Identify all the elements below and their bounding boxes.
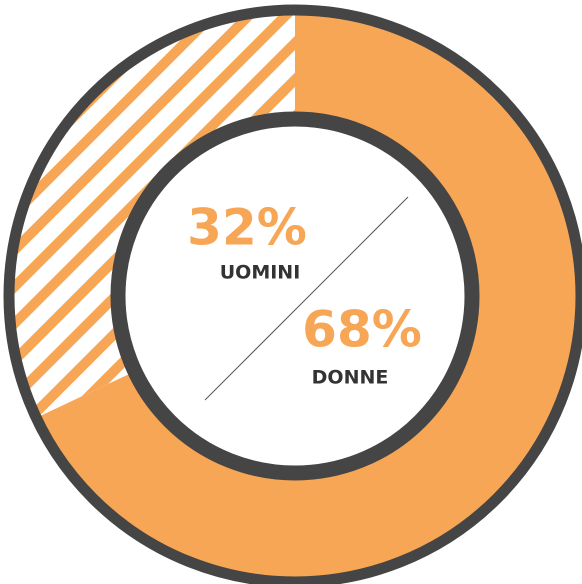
category-label: DONNE [312,367,389,389]
donut-slice [39,14,578,578]
inner-ring [110,111,480,481]
donut-slice [12,14,295,417]
value-label: 32% [187,199,307,257]
outer-ring [3,4,582,584]
category-label: UOMINI [220,262,301,284]
divider [204,196,409,401]
value-label: 68% [302,301,422,359]
